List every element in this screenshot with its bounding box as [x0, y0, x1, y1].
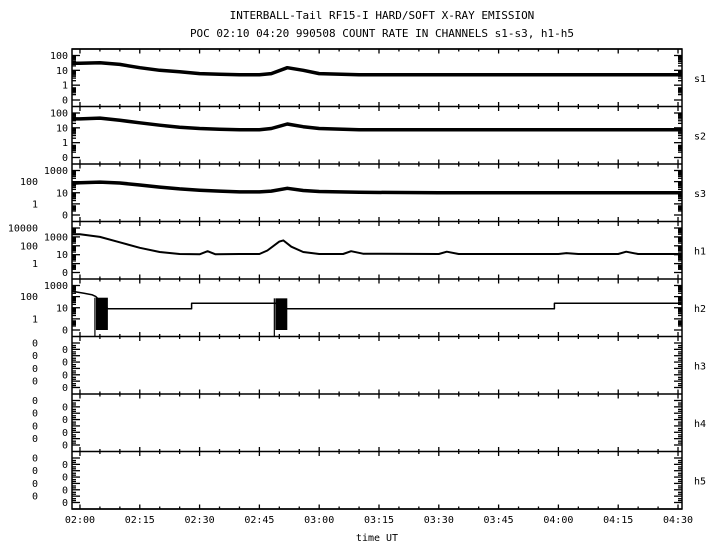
channel-label: h4 [694, 419, 706, 430]
plot-area: 02:00 02:15 02:30 02:45 03:00 03:15 03:30 03:45… [8, 48, 706, 526]
y-tick-label: 100 [20, 177, 38, 188]
y-tick-label: 0 [62, 402, 68, 413]
channel-label: s1 [694, 74, 706, 85]
y-tick-label: 0 [62, 428, 68, 439]
y-tick-label: 0 [62, 345, 68, 356]
y-tick-label: 0 [32, 339, 38, 350]
y-tick-label: 0 [32, 454, 38, 465]
y-tick-label: 1000 [44, 232, 68, 243]
y-tick-label: 1 [32, 314, 38, 325]
x-tick-label: 02:45 [244, 515, 274, 526]
x-tick-label: 04:15 [603, 515, 633, 526]
channel-label: s2 [694, 131, 706, 142]
x-tick-label: 02:00 [65, 515, 95, 526]
series-line-h2 [71, 290, 682, 310]
y-tick-label: 100 [50, 109, 68, 120]
channel-label: h3 [694, 361, 706, 372]
x-tick-label: 03:45 [484, 515, 514, 526]
y-tick-label: 0 [32, 434, 38, 445]
y-tick-label: 0 [62, 485, 68, 496]
y-tick-label: 1 [62, 81, 68, 92]
y-tick-label: 100 [20, 292, 38, 303]
y-tick-label: 10 [56, 250, 68, 261]
channel-label: h2 [694, 304, 706, 315]
y-tick-label: 10 [56, 188, 68, 199]
y-tick-label: 0 [62, 383, 68, 394]
x-tick-label: 04:00 [543, 515, 573, 526]
series-line-s1 [72, 61, 682, 77]
y-tick-label: 0 [62, 498, 68, 509]
x-tick-label: 03:30 [424, 515, 454, 526]
y-tick-label: 0 [32, 479, 38, 490]
y-tick-label: 1 [32, 259, 38, 270]
y-tick-label: 100 [50, 51, 68, 62]
y-tick-label: 0 [62, 96, 68, 107]
channel-label: h5 [694, 476, 706, 487]
y-tick-label: 0 [62, 460, 68, 471]
y-tick-label: 0 [62, 326, 68, 337]
chart-subtitle: POC 02:10 04:20 990508 COUNT RATE IN CHA… [190, 27, 574, 40]
x-tick-label: 02:15 [125, 515, 155, 526]
panel-s3: 0 1 10 100 1000 s3 [20, 166, 706, 222]
y-tick-label: 0 [62, 358, 68, 369]
y-tick-label: 0 [32, 421, 38, 432]
panel-h1: 0 1 10 100 1000 10000 h1 [8, 224, 706, 280]
series-line-s2 [72, 116, 682, 132]
panel-s1: 0 1 10 100 s1 [50, 51, 706, 107]
y-tick-label: 10 [56, 66, 68, 77]
y-tick-label: 0 [32, 466, 38, 477]
y-tick-label: 0 [32, 351, 38, 362]
chart-title: INTERBALL-Tail RF15-I HARD/SOFT X-RAY EM… [230, 9, 535, 22]
y-tick-label: 1 [62, 138, 68, 149]
y-tick-label: 1000 [44, 281, 68, 292]
burst-region [275, 298, 288, 330]
y-tick-label: 10000 [8, 224, 38, 235]
y-tick-label: 0 [32, 492, 38, 503]
x-tick-label: 03:00 [304, 515, 334, 526]
y-tick-label: 100 [20, 241, 38, 252]
y-tick-label: 0 [62, 441, 68, 452]
x-tick-label: 04:30 [663, 515, 693, 526]
x-tick-label: 03:15 [364, 515, 394, 526]
y-tick-label: 0 [62, 370, 68, 381]
y-tick-label: 1000 [44, 166, 68, 177]
y-tick-label: 10 [56, 123, 68, 134]
panel-h2: 0 1 10 100 1000 h2 [20, 281, 706, 337]
y-tick-label: 1 [32, 199, 38, 210]
y-tick-label: 0 [62, 415, 68, 426]
y-tick-label: 0 [32, 364, 38, 375]
y-tick-label: 10 [56, 303, 68, 314]
burst-region [95, 297, 108, 330]
series-line-h1 [72, 233, 682, 256]
x-tick-label: 02:30 [185, 515, 215, 526]
series-line-s3 [71, 180, 682, 195]
channel-label: h1 [694, 246, 706, 257]
y-tick-label: 0 [32, 396, 38, 407]
channel-label: s3 [694, 189, 706, 200]
y-tick-label: 0 [62, 268, 68, 279]
panel-s2: 0 1 10 100 s2 [50, 109, 706, 165]
y-tick-label: 0 [32, 377, 38, 388]
y-tick-label: 0 [62, 153, 68, 164]
y-tick-label: 0 [32, 409, 38, 420]
x-axis-label: time UT [356, 533, 398, 544]
y-tick-label: 0 [62, 211, 68, 222]
y-tick-label: 0 [62, 473, 68, 484]
